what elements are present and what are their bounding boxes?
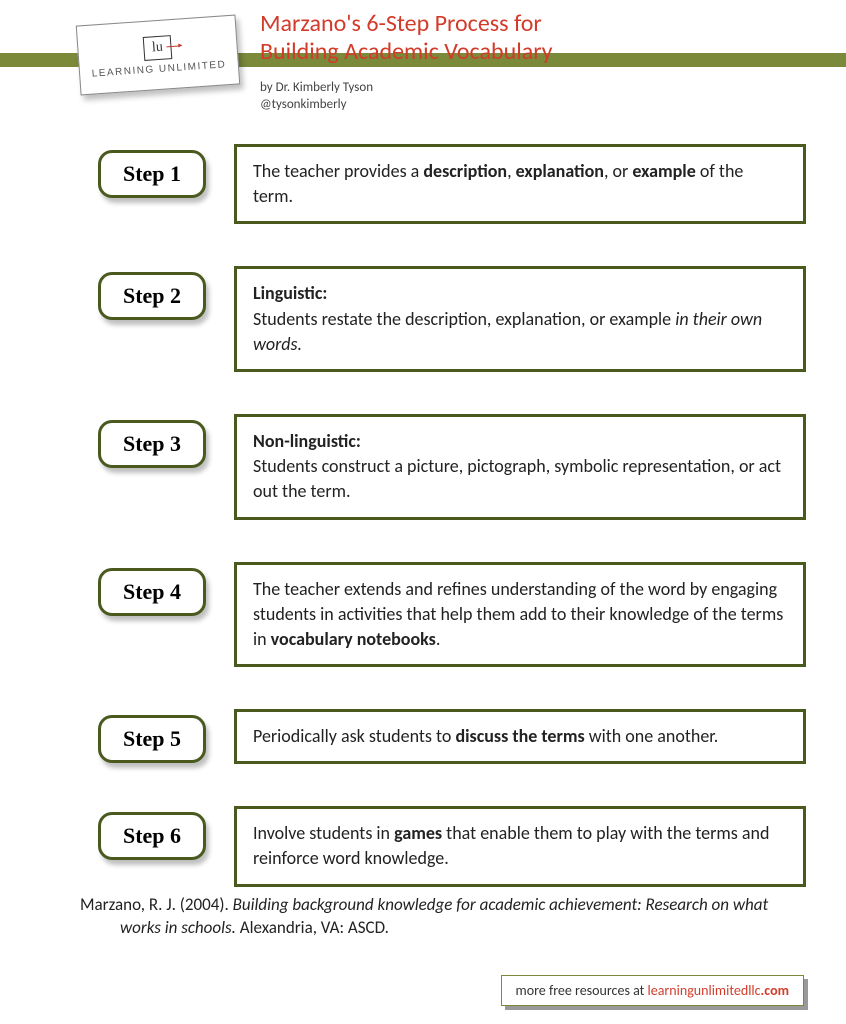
text-segment: with one another.	[585, 725, 719, 747]
step-badge: Step 6	[98, 812, 206, 860]
text-segment: Periodically ask students to	[253, 725, 455, 747]
title-line-1: Marzano's 6-Step Process for	[260, 10, 760, 38]
step-row: Step 3 Non-linguistic: Students construct …	[0, 414, 846, 520]
step-row: Step 1 The teacher provides a description…	[0, 144, 846, 224]
step-description: Linguistic: Students restate the descript…	[234, 266, 806, 372]
logo-arrow-icon	[166, 45, 180, 47]
text-segment: , or	[604, 160, 632, 182]
text-segment: example	[632, 160, 695, 182]
citation-author: Marzano, R. J. (2004).	[80, 894, 233, 915]
text-segment: explanation	[516, 160, 604, 182]
text-segment: Students restate the description, explan…	[253, 308, 675, 330]
logo-mark-icon: lu	[143, 35, 173, 61]
logo-mark-text: lu	[151, 39, 163, 56]
text-segment: description	[423, 160, 507, 182]
text-segment: .	[436, 628, 441, 650]
citation: Marzano, R. J. (2004). Building backgrou…	[80, 894, 780, 940]
step-badge: Step 3	[98, 420, 206, 468]
title-line-2: Building Academic Vocabulary	[260, 38, 760, 66]
logo-brand-text: LEARNING UNLIMITED	[91, 59, 226, 79]
page-title: Marzano's 6-Step Process for Building Ac…	[260, 10, 760, 65]
step-badge: Step 2	[98, 272, 206, 320]
footer-suffix: .com	[761, 982, 789, 999]
text-segment: Non-linguistic:	[253, 430, 361, 452]
step-description: Involve students in games that enable th…	[234, 806, 806, 886]
text-segment: discuss the terms	[455, 725, 584, 747]
text-segment: Students construct a picture, pictograph…	[253, 455, 781, 502]
step-row: Step 4 The teacher extends and refines un…	[0, 562, 846, 668]
step-row: Step 2 Linguistic: Students restate the de…	[0, 266, 846, 372]
step-description: Non-linguistic: Students construct a pict…	[234, 414, 806, 520]
byline-handle: @tysonkimberly	[260, 97, 373, 114]
byline-author: by Dr. Kimberly Tyson	[260, 80, 373, 97]
step-description: The teacher extends and refines understa…	[234, 562, 806, 668]
text-segment: Involve students in	[253, 822, 394, 844]
text-segment: Linguistic:	[253, 282, 327, 304]
text-segment: The teacher provides a	[253, 160, 423, 182]
step-row: Step 6 Involve students in games that ena…	[0, 806, 846, 886]
text-segment: ,	[507, 160, 516, 182]
text-segment: vocabulary notebooks	[271, 628, 436, 650]
text-segment: games	[394, 822, 442, 844]
step-badge: Step 1	[98, 150, 206, 198]
footer-prefix: more free resources at	[516, 982, 648, 999]
footer-link: learningunlimitedllc	[648, 982, 761, 999]
step-row: Step 5 Periodically ask students to discu…	[0, 709, 846, 764]
citation-publisher: Alexandria, VA: ASCD.	[240, 917, 389, 938]
step-description: The teacher provides a description, expl…	[234, 144, 806, 224]
step-badge: Step 4	[98, 568, 206, 616]
step-description: Periodically ask students to discuss the…	[234, 709, 806, 764]
step-badge: Step 5	[98, 715, 206, 763]
logo-card: lu LEARNING UNLIMITED	[76, 15, 240, 96]
byline: by Dr. Kimberly Tyson @tysonkimberly	[260, 80, 373, 114]
footer-resource-box: more free resources at learningunlimited…	[501, 975, 804, 1006]
steps-list: Step 1 The teacher provides a description…	[0, 144, 846, 929]
